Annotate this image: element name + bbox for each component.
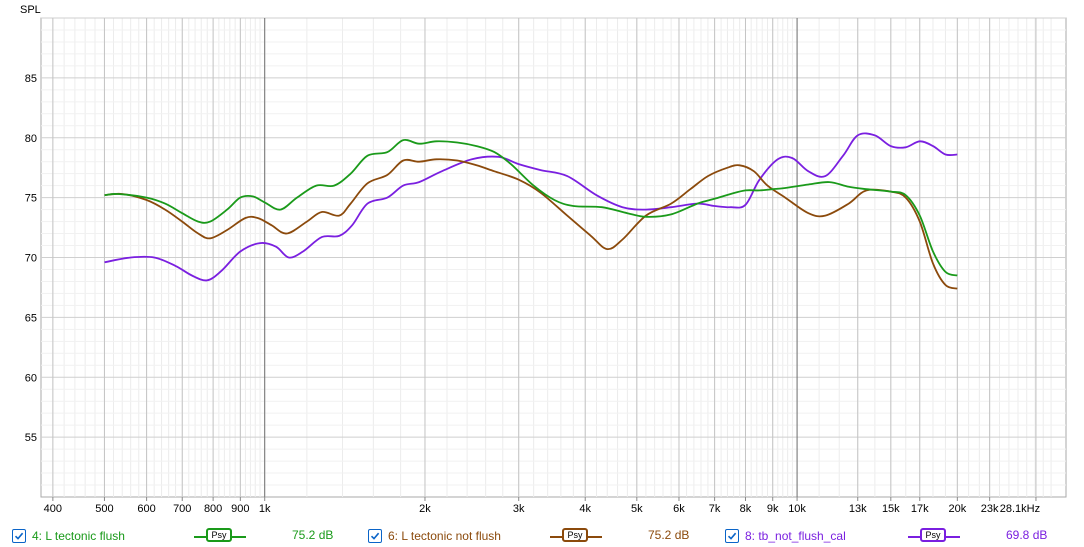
x-tick-label: 2k bbox=[419, 503, 431, 515]
x-tick-label: 9k bbox=[767, 503, 779, 515]
legend-label-series-8: 8: tb_not_flush_cal bbox=[745, 528, 846, 543]
legend-value-series-8: 69.8 dB bbox=[1006, 528, 1048, 542]
x-tick-label: 20k bbox=[948, 503, 966, 515]
legend-item-series-6[interactable]: 6: L tectonic not flush bbox=[368, 524, 501, 547]
x-tick-label: 800 bbox=[204, 503, 222, 515]
x-tick-label: 10k bbox=[788, 503, 806, 515]
x-tick-label: 13k bbox=[849, 503, 867, 515]
check-icon bbox=[727, 532, 737, 540]
legend-item-series-8[interactable]: 8: tb_not_flush_cal bbox=[725, 524, 846, 547]
legend-label-series-6: 6: L tectonic not flush bbox=[388, 528, 501, 543]
line-series-6 bbox=[104, 158, 958, 290]
y-tick-label: 75 bbox=[25, 193, 37, 205]
checkbox-series-8[interactable] bbox=[725, 528, 739, 543]
checkbox-series-6[interactable] bbox=[368, 528, 382, 543]
x-tick-label: 5k bbox=[631, 503, 643, 515]
y-tick-label: 60 bbox=[25, 372, 37, 384]
legend-label-series-4: 4: L tectonic flush bbox=[32, 528, 125, 543]
y-tick-label: 70 bbox=[25, 253, 37, 265]
legend-item-series-4[interactable]: 4: L tectonic flush bbox=[12, 524, 125, 547]
y-tick-label: 85 bbox=[25, 73, 37, 85]
psy-label-series-6: Psy bbox=[562, 528, 588, 542]
x-tick-label: 8k bbox=[740, 503, 752, 515]
check-icon bbox=[370, 532, 380, 540]
x-tick-label: 400 bbox=[44, 503, 62, 515]
psy-label-series-4: Psy bbox=[206, 528, 232, 542]
y-axis-label: SPL bbox=[20, 4, 41, 16]
x-tick-label: 1k bbox=[259, 503, 271, 515]
line-series-4 bbox=[104, 138, 958, 277]
x-tick-label: 700 bbox=[173, 503, 191, 515]
y-tick-labels: 55 60 65 70 75 80 85 bbox=[25, 73, 37, 444]
x-tick-label: 600 bbox=[137, 503, 155, 515]
y-tick-label: 80 bbox=[25, 133, 37, 145]
legend-value-series-4: 75.2 dB bbox=[292, 528, 334, 542]
x-tick-labels: 400 500 600 700 800 900 1k 2k 3k 4k 5k 6k 7k 8k 9k 10k 1… bbox=[44, 503, 1040, 515]
x-tick-label: 3k bbox=[513, 503, 525, 515]
psy-label-series-8: Psy bbox=[920, 528, 946, 542]
x-tick-label: 28.1kHz bbox=[1000, 503, 1040, 515]
x-tick-label: 4k bbox=[579, 503, 591, 515]
checkbox-series-4[interactable] bbox=[12, 528, 26, 543]
psy-button-series-6[interactable]: Psy bbox=[550, 528, 602, 544]
x-tick-label: 17k bbox=[911, 503, 929, 515]
x-tick-label: 500 bbox=[95, 503, 113, 515]
y-tick-label: 55 bbox=[25, 432, 37, 444]
major-grid bbox=[41, 17, 1066, 501]
x-tick-label: 6k bbox=[673, 503, 685, 515]
x-tick-label: 23k bbox=[981, 503, 999, 515]
line-series-8 bbox=[104, 132, 958, 282]
psy-button-series-4[interactable]: Psy bbox=[194, 528, 246, 544]
series-lines bbox=[104, 132, 958, 290]
x-tick-label: 7k bbox=[709, 503, 721, 515]
x-tick-label: 15k bbox=[882, 503, 900, 515]
psy-button-series-8[interactable]: Psy bbox=[908, 528, 960, 544]
legend-value-series-6: 75.2 dB bbox=[648, 528, 690, 542]
y-tick-label: 65 bbox=[25, 312, 37, 324]
x-tick-label: 900 bbox=[231, 503, 249, 515]
check-icon bbox=[14, 532, 24, 540]
legend-bar: 4: L tectonic flush Psy 75.2 dB 6: L tec… bbox=[0, 524, 1084, 547]
